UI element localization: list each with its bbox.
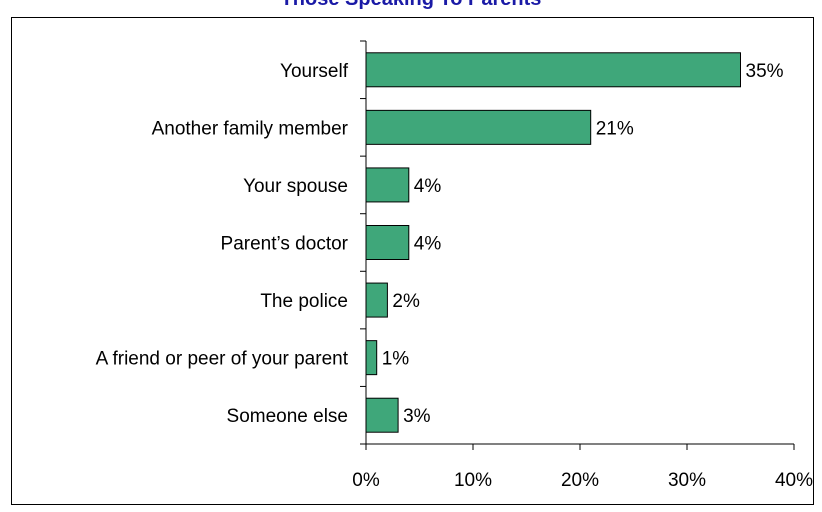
category-label: A friend or peer of your parent	[96, 349, 349, 370]
bar	[365, 397, 399, 433]
x-tick-label: 10%	[454, 470, 492, 491]
x-tick-label: 0%	[352, 470, 380, 491]
data-label: 4%	[414, 234, 442, 255]
data-label: 2%	[392, 291, 420, 312]
data-label: 21%	[596, 118, 634, 139]
bar	[365, 52, 741, 88]
category-label: Someone else	[227, 406, 348, 427]
chart-title: Those Speaking To Parents	[0, 0, 822, 11]
x-tick-label: 40%	[775, 470, 813, 491]
category-label: Yourself	[280, 61, 349, 82]
bar	[365, 340, 378, 376]
data-label: 3%	[403, 406, 431, 427]
bar-chart: Yourself 35% Another family member 21% Your …	[96, 40, 813, 491]
bar	[365, 225, 410, 260]
bar	[365, 109, 592, 145]
bar	[365, 282, 388, 318]
category-label: Your spouse	[243, 176, 348, 197]
chart-frame: Yourself 35% Another family member 21% Your …	[11, 17, 814, 505]
category-label: Parent’s doctor	[221, 234, 349, 255]
data-label: 1%	[382, 349, 410, 370]
data-label: 35%	[746, 61, 784, 82]
data-label: 4%	[414, 176, 442, 197]
category-label: Another family member	[152, 118, 349, 139]
x-tick-label: 30%	[668, 470, 706, 491]
bar	[365, 167, 410, 203]
category-label: The police	[260, 291, 348, 312]
x-tick-label: 20%	[561, 470, 599, 491]
